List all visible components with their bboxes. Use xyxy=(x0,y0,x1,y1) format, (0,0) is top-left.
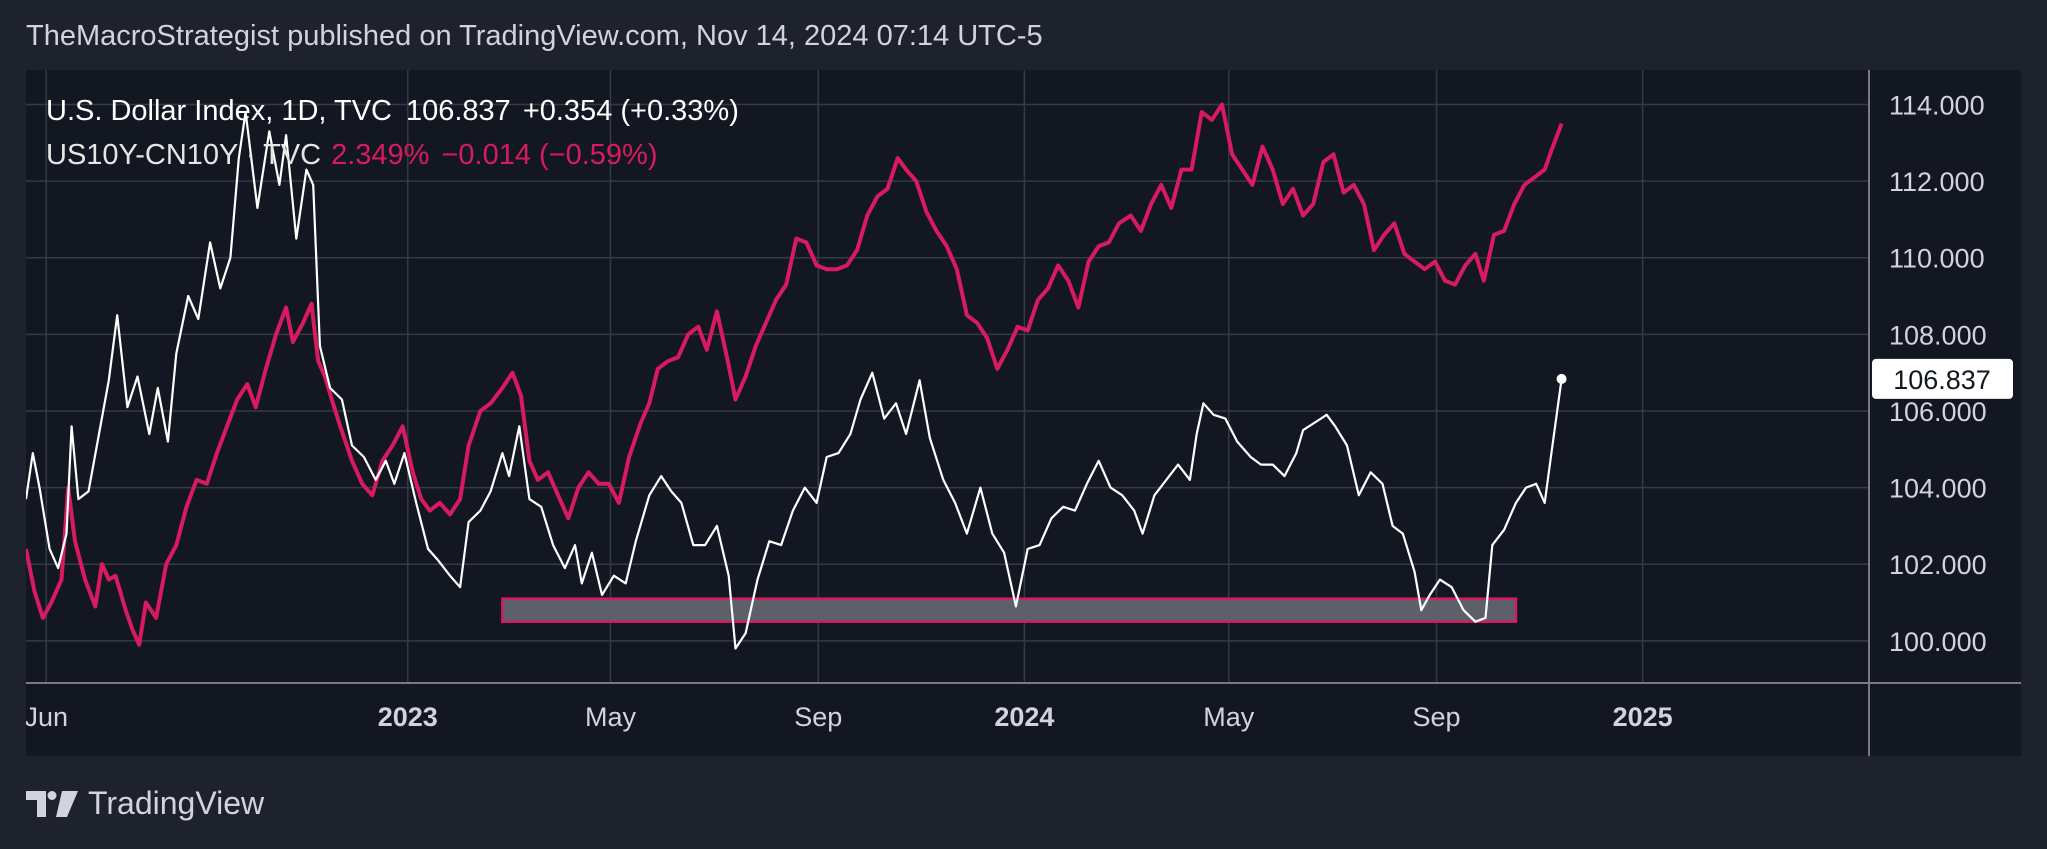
x-tick-label: 2025 xyxy=(1613,702,1673,732)
x-tick-label: Sep xyxy=(794,702,842,732)
legend-dxy-name: U.S. Dollar Index, 1D, TVC xyxy=(46,95,392,127)
y-tick-label: 108.000 xyxy=(1889,320,1987,350)
last-price-label: 106.837 xyxy=(1893,365,1991,395)
legend-spread-value: 2.349% xyxy=(331,139,430,171)
y-tick-label: 100.000 xyxy=(1889,627,1987,657)
legend-dxy[interactable]: U.S. Dollar Index, 1D, TVC 106.837 +0.354 … xyxy=(46,95,739,128)
series-us10y-cn10y-line[interactable] xyxy=(26,102,1564,647)
y-tick-label: 102.000 xyxy=(1889,550,1987,580)
legend-spread-change: −0.014 (−0.59%) xyxy=(441,139,658,171)
x-tick-label: Jun xyxy=(26,702,68,732)
x-tick-label: May xyxy=(585,702,637,732)
tradingview-logo-icon xyxy=(26,790,78,817)
legend-dxy-change: +0.354 (+0.33%) xyxy=(522,95,739,127)
x-tick-label: Sep xyxy=(1413,702,1461,732)
y-tick-label: 110.000 xyxy=(1889,244,1985,274)
y-tick-label: 104.000 xyxy=(1889,474,1987,504)
price-chart[interactable]: 114.000 112.000 110.000 108.000 106.000 104.0… xyxy=(26,70,2021,756)
y-tick-label: 114.000 xyxy=(1889,90,1985,120)
x-tick-label: 2024 xyxy=(994,702,1054,732)
publish-header: TheMacroStrategist published on TradingV… xyxy=(26,20,1043,52)
support-zone-rectangle[interactable] xyxy=(501,597,1518,623)
chart-plot-frame[interactable]: 114.000 112.000 110.000 108.000 106.000 104.0… xyxy=(26,70,2021,756)
tradingview-brand[interactable]: TradingView xyxy=(26,785,264,822)
x-tick-label: May xyxy=(1203,702,1255,732)
legend-dxy-value: 106.837 xyxy=(405,95,511,127)
brand-name: TradingView xyxy=(88,785,265,821)
last-price-dot xyxy=(1556,373,1567,384)
legend-spread[interactable]: US10Y-CN10Y · TVC 2.349% −0.014 (−0.59%) xyxy=(46,139,658,172)
x-tick-label: 2023 xyxy=(378,702,438,732)
last-price-label-bg xyxy=(1872,358,2013,399)
series-dxy-line[interactable] xyxy=(26,111,1563,650)
legend-spread-name: US10Y-CN10Y · TVC xyxy=(46,139,322,171)
y-tick-label: 112.000 xyxy=(1889,167,1985,197)
y-tick-label: 106.000 xyxy=(1889,397,1987,427)
